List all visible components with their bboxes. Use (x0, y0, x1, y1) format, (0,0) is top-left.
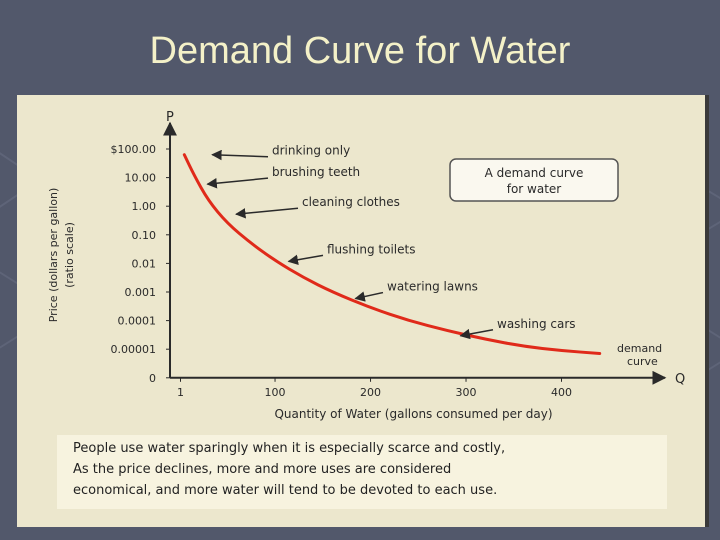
x-tick-label: 100 (265, 386, 286, 399)
annotation-arrow (206, 177, 269, 189)
curve-label-line1: demand (617, 342, 662, 355)
demand-curve-line (182, 153, 602, 355)
slide-title: Demand Curve for Water (149, 30, 571, 72)
annotation-arrow (354, 291, 384, 302)
caption-line-2: As the price declines, more and more use… (73, 462, 452, 477)
caption-line-3: economical, and more water will tend to … (73, 483, 498, 498)
annotation-label: cleaning clothes (302, 195, 400, 209)
y-tick-label: $100.00 (111, 143, 157, 156)
y-tick-label: 1.00 (132, 200, 157, 213)
chart-title-line1: A demand curve (485, 166, 584, 180)
y-tick-label: 0 (149, 372, 156, 385)
y-tick-label: 0.00001 (111, 343, 157, 356)
y-axis-letter: P (166, 110, 174, 125)
y-tick-label: 0.001 (125, 286, 157, 299)
caption-line-1: People use water sparingly when it is es… (73, 441, 506, 456)
x-tick-label: 300 (456, 386, 477, 399)
annotation-arrow (287, 254, 324, 265)
y-axis-sublabel: (ratio scale) (63, 222, 76, 288)
annotation-label: brushing teeth (272, 165, 360, 179)
chart-title-box (449, 158, 619, 202)
annotation-label: drinking only (272, 144, 350, 158)
x-tick-label: 1 (177, 386, 184, 399)
y-tick-label: 10.00 (125, 172, 157, 185)
x-axis-label: Quantity of Water (gallons consumed per … (274, 407, 552, 421)
x-axis-letter: Q (675, 372, 685, 387)
y-tick-label: 0.10 (132, 229, 157, 242)
y-axis-label: Price (dollars per gallon) (47, 188, 60, 323)
curve-label-line2: curve (627, 355, 658, 368)
caption-box: People use water sparingly when it is es… (57, 435, 667, 509)
demand-curve-figure: P Q $100.00 10.00 1.00 0.10 0.01 0.001 0.0001 0.0… (17, 95, 709, 527)
x-tick-label: 200 (360, 386, 381, 399)
chart-title-line2: for water (507, 182, 562, 196)
annotation-label: washing cars (497, 317, 576, 331)
annotation-label: watering lawns (387, 280, 478, 294)
annotation-label: flushing toilets (327, 242, 415, 256)
annotation-arrow (459, 328, 494, 340)
annotation-arrow (235, 207, 299, 219)
annotation-arrow (211, 149, 269, 161)
demand-curve-chart: P Q $100.00 10.00 1.00 0.10 0.01 0.001 0.0001 0.0… (47, 110, 685, 421)
y-tick-label: 0.01 (132, 257, 157, 270)
x-tick-label: 400 (551, 386, 572, 399)
y-tick-label: 0.0001 (118, 315, 157, 328)
